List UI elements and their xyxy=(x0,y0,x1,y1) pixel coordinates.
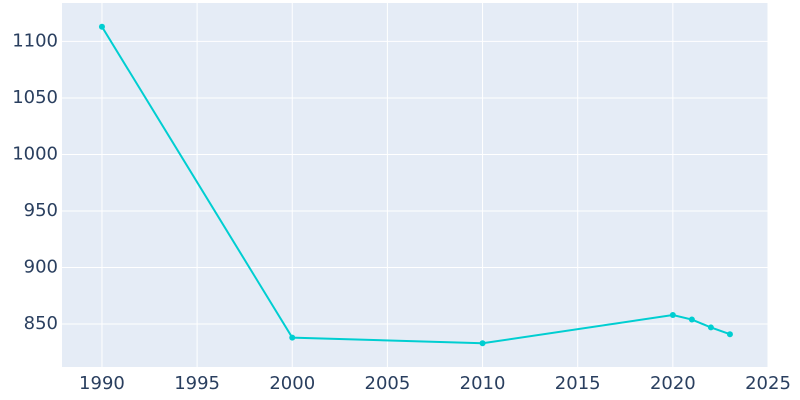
y-tick-label: 900 xyxy=(24,257,58,278)
point xyxy=(479,340,486,347)
point xyxy=(707,324,714,331)
point xyxy=(726,331,733,338)
x-tick-label: 2020 xyxy=(650,373,696,394)
y-tick-label: 850 xyxy=(24,313,58,334)
y-tick-label: 1050 xyxy=(12,87,58,108)
x-tick-label: 2005 xyxy=(365,373,411,394)
x-tick-label: 2000 xyxy=(269,373,315,394)
x-tick-label: 1990 xyxy=(79,373,125,394)
point xyxy=(669,312,676,318)
point xyxy=(688,316,695,323)
x-tick-label: 2010 xyxy=(460,373,506,394)
x-tick-label: 1995 xyxy=(174,373,220,394)
x-tick-label: 2015 xyxy=(555,373,601,394)
x-tick-label: 2025 xyxy=(745,373,791,394)
y-tick-label: 1100 xyxy=(12,30,58,51)
plot-area xyxy=(62,3,768,367)
y-tick-label: 1000 xyxy=(12,143,58,164)
point xyxy=(289,334,296,341)
y-tick-label: 950 xyxy=(24,200,58,221)
point xyxy=(98,23,105,30)
